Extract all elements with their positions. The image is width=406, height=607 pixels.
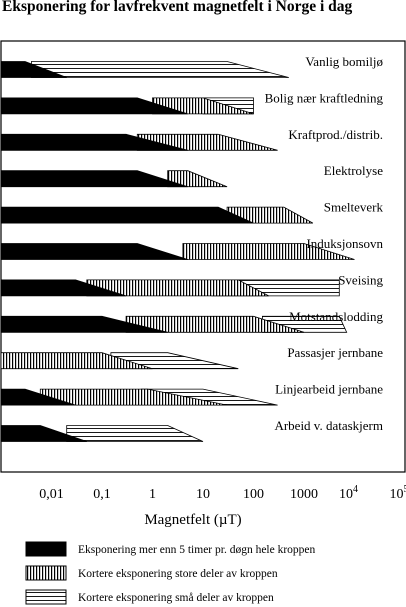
legend-label: Kortere eksponering små deler av kroppen	[78, 591, 274, 604]
category-label: Arbeid v. dataskjerm	[274, 418, 383, 433]
bar-vertical	[0, 352, 153, 370]
legend-label: Eksponering mer enn 5 timer pr. døgn hel…	[78, 544, 316, 556]
x-tick-label: 100	[243, 487, 264, 502]
bar-solid	[0, 170, 188, 188]
legend-swatch-solid	[25, 541, 67, 557]
x-tick-label: 10	[196, 487, 210, 502]
bars-layer	[0, 61, 355, 442]
chart-title: Eksponering for lavfrekvent magnetfelt i…	[2, 0, 353, 15]
x-tick-label: 0,01	[39, 487, 64, 502]
category-label: Motstandslodding	[289, 309, 383, 324]
bar-solid	[0, 133, 188, 151]
bar-solid	[0, 315, 168, 333]
bar-solid	[0, 61, 67, 78]
category-label: Linjearbeid jernbane	[275, 382, 383, 397]
category-labels: Vanlig bomiljø Bolig nær kraftledning Kraf…	[265, 54, 384, 433]
legend: Eksponering mer enn 5 timer pr. døgn hel…	[25, 541, 316, 605]
category-label: Sveising	[338, 272, 383, 287]
bar-solid	[0, 206, 254, 224]
category-label: Bolig nær kraftledning	[265, 90, 384, 105]
bar-solid	[0, 425, 87, 442]
bar-solid	[0, 243, 188, 260]
bar-solid	[0, 279, 127, 297]
legend-swatch-vertical	[25, 565, 67, 581]
bar-solid	[0, 388, 76, 406]
x-axis-title: Magnetfelt (µT)	[144, 512, 241, 528]
x-tick-label: 1	[149, 487, 156, 502]
category-label: Vanlig bomiljø	[305, 54, 383, 69]
x-tick-label: 105	[390, 484, 406, 502]
category-label: Smelteverk	[324, 200, 384, 215]
bar-vertical	[182, 243, 355, 260]
x-tick-label: 0,1	[93, 487, 111, 502]
category-label: Induksjonsovn	[306, 236, 383, 251]
x-tick-label: 104	[339, 484, 358, 502]
category-label: Kraftprod./distrib.	[288, 127, 383, 142]
legend-swatch-horizontal	[25, 589, 67, 605]
bar-solid	[0, 97, 188, 115]
legend-label: Kortere eksponering store deler av kropp…	[78, 568, 278, 580]
x-tick-label: 1000	[290, 487, 318, 502]
x-axis-ticks: 0,01 0,1 1 10 100 1000 104 105	[39, 484, 406, 502]
category-label: Elektrolyse	[324, 163, 383, 178]
category-label: Passasjer jernbane	[287, 345, 383, 360]
